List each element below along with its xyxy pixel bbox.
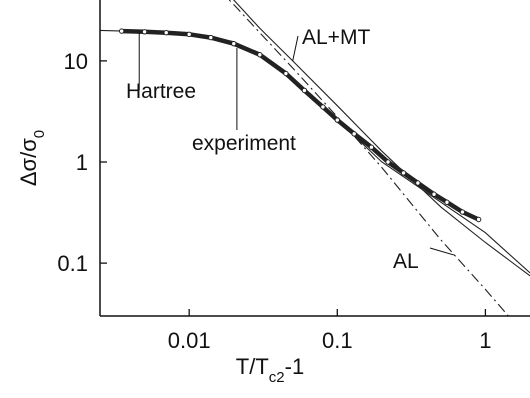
data-point: [415, 180, 421, 186]
y-axis-label: Δσ/σ0: [16, 130, 48, 186]
x-axis-label-suffix: -1: [285, 354, 305, 379]
annotation-hartree: Hartree: [126, 80, 196, 103]
x-axis-label-main: T/T: [236, 354, 269, 379]
series-al-mt: [232, 0, 530, 277]
series-al: [228, 0, 510, 316]
data-point: [400, 170, 407, 176]
data-point: [231, 40, 237, 47]
x-tick-label: 0.1: [322, 328, 353, 353]
data-point: [257, 52, 263, 58]
data-point: [368, 144, 375, 150]
annotation-experiment: experiment: [192, 132, 296, 155]
data-point: [444, 199, 450, 205]
data-point: [301, 87, 308, 94]
data-point: [208, 34, 214, 41]
annotations: AL+MT Hartree experiment AL: [126, 26, 455, 273]
data-point: [320, 104, 326, 110]
x-tick-label: 1: [479, 328, 491, 353]
plot-lines: [100, 0, 530, 316]
y-axis-label-main: Δσ/σ: [16, 138, 41, 186]
y-tick-label: 1: [76, 150, 88, 175]
data-point: [141, 29, 148, 35]
data-point: [459, 209, 466, 215]
annotation-line-al-mt: [292, 35, 299, 61]
y-tick-label: 10: [64, 49, 88, 74]
x-axis-label-sub: c2: [269, 369, 285, 386]
x-axis-label: T/Tc2-1: [236, 354, 304, 386]
x-tick-label: 0.01: [168, 328, 211, 353]
data-point: [351, 131, 357, 137]
ticks: 0.01 0.1 1 0.1 1 10: [57, 49, 491, 353]
y-axis-label-sub: 0: [31, 130, 48, 138]
series-hartree: [100, 29, 530, 274]
data-point: [475, 216, 482, 223]
annotation-al-mt: AL+MT: [302, 26, 370, 49]
data-point: [385, 159, 391, 165]
series-experiment: [118, 28, 482, 223]
data-point: [283, 70, 289, 77]
data-point: [431, 191, 437, 197]
data-point: [334, 117, 340, 123]
y-tick-label: 0.1: [57, 251, 88, 276]
series-experiment-line: [119, 28, 481, 222]
data-point: [163, 29, 169, 36]
data-point: [118, 28, 125, 34]
annotation-al: AL: [393, 250, 419, 273]
data-point: [186, 31, 192, 38]
annotation-line-al: [429, 247, 455, 256]
